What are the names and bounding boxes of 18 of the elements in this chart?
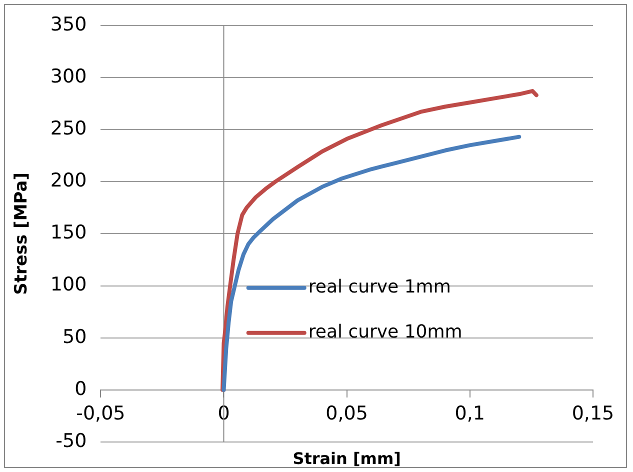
x-tick-label: 0,15 [572, 402, 614, 424]
legend-label: real curve 1mm [308, 276, 451, 298]
y-axis-title: Stress [MPa] [12, 172, 32, 295]
y-tick-label: 300 [50, 65, 87, 88]
x-tick-label: 0,1 [454, 402, 486, 424]
y-tick-label: 100 [50, 274, 87, 296]
y-tick-label: 250 [50, 117, 87, 140]
y-tick-label: 200 [50, 170, 87, 192]
legend-label: real curve 10mm [308, 322, 462, 343]
x-axis-title: Strain [mm] [292, 449, 401, 468]
y-tick-label: 50 [62, 326, 87, 348]
x-tick-label: 0 [218, 402, 230, 424]
y-tick-label: 350 [50, 13, 87, 36]
x-tick-label: 0,05 [326, 402, 368, 424]
y-tick-label: 150 [50, 222, 87, 244]
x-tick-label: -0,05 [76, 402, 126, 424]
y-tick-label: -50 [56, 430, 87, 452]
y-tick-label: 0 [74, 378, 87, 400]
